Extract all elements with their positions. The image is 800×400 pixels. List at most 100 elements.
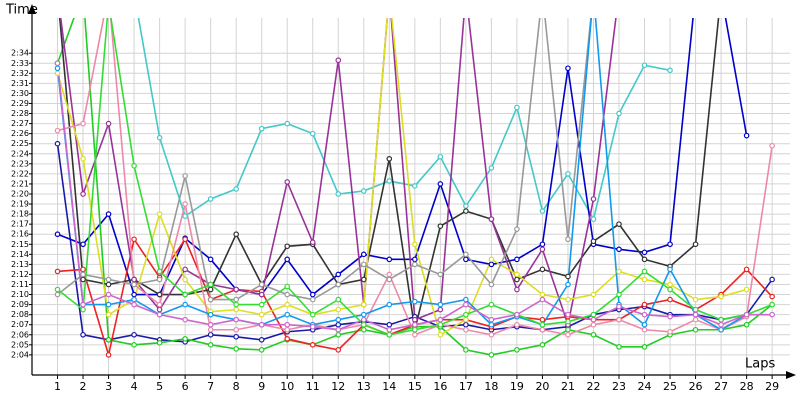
point <box>207 286 214 293</box>
point <box>743 266 750 273</box>
point <box>437 271 444 278</box>
series-line <box>58 18 720 330</box>
point <box>105 352 112 358</box>
y-tick-label: 2:15 <box>11 240 29 249</box>
y-tick-label: 2:16 <box>11 230 29 239</box>
point <box>488 316 495 323</box>
point <box>131 291 137 298</box>
point <box>565 171 571 177</box>
y-tick-label: 2:12 <box>11 270 29 279</box>
point <box>284 301 291 308</box>
point <box>335 316 342 323</box>
point <box>743 286 750 293</box>
point <box>616 246 622 253</box>
point <box>182 236 188 243</box>
point <box>641 256 648 263</box>
x-tick-label: 17 <box>459 380 473 393</box>
point <box>667 296 673 303</box>
y-tick-label: 2:34 <box>11 49 29 58</box>
y-axis-arrow <box>28 4 36 14</box>
point <box>233 346 239 352</box>
y-tick-label: 2:08 <box>11 310 29 319</box>
point <box>54 286 61 293</box>
point <box>182 201 188 207</box>
y-tick-label: 2:09 <box>11 300 29 309</box>
point <box>335 306 342 313</box>
x-tick-label: 29 <box>765 380 779 393</box>
point <box>386 276 393 283</box>
point <box>207 296 214 303</box>
point <box>80 155 86 162</box>
point <box>667 286 673 293</box>
x-tick-label: 4 <box>131 380 138 393</box>
point <box>616 303 622 310</box>
y-tick-label: 2:11 <box>11 280 29 289</box>
y-tick-label: 2:18 <box>11 210 29 219</box>
point <box>207 326 214 333</box>
point <box>233 326 239 333</box>
point <box>488 352 495 358</box>
point <box>412 183 418 189</box>
point <box>539 326 546 333</box>
point <box>488 216 495 222</box>
point <box>360 261 367 268</box>
point <box>360 316 367 323</box>
point <box>769 301 775 308</box>
point <box>309 311 316 318</box>
point <box>743 321 750 328</box>
point <box>437 331 444 338</box>
point <box>667 266 673 273</box>
point <box>488 321 495 328</box>
point <box>412 256 418 263</box>
point <box>616 268 622 275</box>
x-tick-label: 12 <box>331 380 345 393</box>
point <box>207 331 214 338</box>
point <box>565 281 571 288</box>
point <box>182 213 188 219</box>
x-tick-label: 26 <box>689 380 703 393</box>
point <box>284 243 291 250</box>
point <box>641 326 648 333</box>
point <box>539 208 546 214</box>
point <box>106 1 110 5</box>
series-line <box>57 18 592 301</box>
point <box>233 316 239 323</box>
point <box>386 301 393 308</box>
point <box>463 251 469 258</box>
x-axis-arrow <box>786 371 796 379</box>
point <box>437 316 444 323</box>
point <box>105 120 112 127</box>
series-line <box>56 18 748 331</box>
point <box>207 196 214 202</box>
point <box>539 246 546 253</box>
point <box>182 266 188 273</box>
y-axis-label: Time <box>5 3 38 18</box>
point <box>514 286 520 293</box>
point <box>386 271 393 278</box>
point <box>258 337 265 343</box>
point <box>54 140 61 147</box>
point <box>233 306 239 313</box>
point <box>284 291 291 298</box>
x-tick-label: 18 <box>484 380 498 393</box>
point <box>769 142 775 149</box>
point <box>718 316 724 323</box>
point <box>309 342 316 348</box>
point <box>258 311 265 318</box>
point <box>488 301 495 308</box>
point <box>769 311 775 318</box>
point <box>463 316 469 323</box>
point <box>54 231 61 238</box>
point <box>463 311 469 318</box>
point <box>360 311 367 318</box>
point <box>667 67 673 74</box>
point <box>284 311 291 318</box>
point <box>335 191 342 197</box>
y-tick-label: 2:19 <box>11 200 29 209</box>
point <box>335 326 342 333</box>
point <box>565 65 571 72</box>
point <box>80 306 86 313</box>
point <box>80 120 86 127</box>
point <box>54 70 61 77</box>
point <box>258 125 265 132</box>
